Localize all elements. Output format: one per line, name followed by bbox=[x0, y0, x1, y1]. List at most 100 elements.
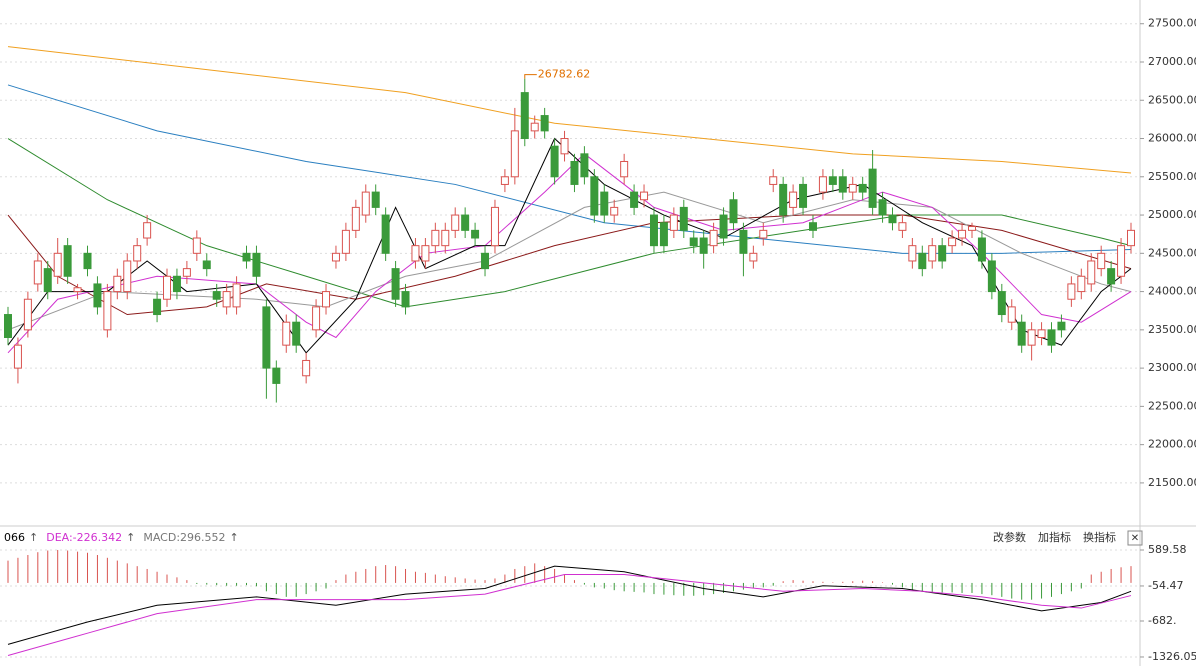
y-tick-label: 22000.00 bbox=[1148, 438, 1196, 451]
candle-body bbox=[649, 214, 658, 247]
candle-body bbox=[1067, 283, 1076, 300]
candle-body bbox=[153, 298, 162, 316]
candle-body bbox=[888, 214, 897, 224]
candle-body bbox=[232, 283, 241, 308]
candle-body bbox=[828, 176, 837, 185]
candle-body bbox=[113, 275, 122, 293]
candle-body bbox=[749, 252, 758, 262]
candle-body bbox=[43, 268, 52, 293]
candle-body bbox=[1057, 321, 1066, 331]
y-tick-label: 27500.00 bbox=[1148, 17, 1196, 30]
toolbar-button[interactable]: 加指标 bbox=[1038, 530, 1071, 544]
candle-body bbox=[93, 283, 102, 308]
candle-body bbox=[550, 145, 559, 178]
candle-body bbox=[133, 245, 142, 262]
y-tick-label: 22500.00 bbox=[1148, 399, 1196, 412]
candle-body bbox=[312, 306, 321, 331]
candle-body bbox=[4, 314, 12, 338]
close-button[interactable]: ✕ bbox=[1131, 533, 1139, 544]
candle-body bbox=[63, 245, 72, 277]
candle-body bbox=[401, 291, 410, 308]
candle-body bbox=[490, 206, 499, 247]
candle-body bbox=[580, 153, 589, 178]
candle-body bbox=[1027, 329, 1036, 346]
toolbar-button[interactable]: 改参数 bbox=[993, 530, 1026, 544]
candle-body bbox=[570, 160, 579, 185]
candle-body bbox=[1047, 329, 1056, 346]
candle-body bbox=[928, 245, 937, 262]
candle-body bbox=[769, 176, 778, 185]
candle-body bbox=[391, 268, 400, 300]
candle-body bbox=[172, 275, 181, 293]
candle-body bbox=[987, 260, 996, 293]
candle-body bbox=[1087, 260, 1096, 285]
toolbar-button[interactable]: 换指标 bbox=[1083, 530, 1116, 544]
candle-body bbox=[1127, 229, 1135, 247]
candle-body bbox=[818, 176, 827, 193]
candle-body bbox=[977, 237, 986, 262]
candle-body bbox=[620, 160, 629, 178]
candle-body bbox=[83, 252, 92, 270]
candle-body bbox=[292, 321, 301, 346]
candle-body bbox=[13, 344, 22, 369]
candle-body bbox=[53, 252, 62, 277]
candle-body bbox=[351, 206, 360, 231]
legend-arrow: ↑ bbox=[126, 531, 135, 544]
candle-body bbox=[699, 237, 708, 254]
ma-line bbox=[7, 574, 1132, 657]
candle-body bbox=[371, 191, 380, 208]
candle-body bbox=[331, 252, 340, 262]
candle-body bbox=[630, 191, 639, 208]
candle-body bbox=[669, 214, 678, 231]
legend-arrow: ↑ bbox=[29, 531, 38, 544]
candle-body bbox=[23, 298, 32, 331]
candle-body bbox=[679, 206, 688, 231]
candle-body bbox=[868, 168, 877, 208]
candle-body bbox=[222, 291, 231, 308]
y-tick-label: 25000.00 bbox=[1148, 208, 1196, 221]
candle-body bbox=[1117, 245, 1126, 277]
candle-body bbox=[689, 237, 698, 247]
candle-body bbox=[461, 214, 470, 231]
candle-body bbox=[202, 260, 211, 270]
candle-body bbox=[729, 199, 738, 224]
candle-body bbox=[262, 306, 271, 369]
candle-body bbox=[659, 222, 668, 247]
candle-body bbox=[530, 122, 539, 132]
candle-body bbox=[520, 92, 529, 140]
ma-line bbox=[7, 138, 1132, 308]
candle-body bbox=[282, 321, 291, 346]
legend-label: 066 bbox=[4, 531, 25, 544]
candle-body bbox=[640, 191, 649, 201]
candle-body bbox=[967, 226, 976, 231]
y-tick-label: 27000.00 bbox=[1148, 55, 1196, 68]
close-box[interactable] bbox=[1127, 530, 1143, 546]
candle-body bbox=[759, 229, 768, 239]
candle-body bbox=[560, 138, 569, 155]
y-tick-label: 21500.00 bbox=[1148, 476, 1196, 489]
y-tick-label: 24000.00 bbox=[1148, 285, 1196, 298]
legend-arrow: ↑ bbox=[230, 531, 239, 544]
candle-body bbox=[381, 214, 390, 254]
candle-body bbox=[302, 359, 311, 377]
candle-body bbox=[958, 229, 967, 239]
candle-body bbox=[1097, 252, 1106, 270]
candle-body bbox=[848, 183, 857, 193]
y-tick-label: 26500.00 bbox=[1148, 93, 1196, 106]
candle-body bbox=[858, 183, 867, 193]
candle-body bbox=[192, 237, 201, 254]
candle-body bbox=[143, 222, 152, 239]
candle-body bbox=[1007, 306, 1016, 323]
candle-body bbox=[997, 291, 1006, 316]
candle-body bbox=[471, 229, 480, 239]
y-tick-label: 26000.00 bbox=[1148, 132, 1196, 145]
candle-body bbox=[1107, 268, 1116, 285]
candle-body bbox=[481, 252, 490, 270]
candle-body bbox=[431, 229, 440, 247]
candle-body bbox=[73, 287, 82, 293]
candle-body bbox=[938, 245, 947, 262]
y-tick-label: 25500.00 bbox=[1148, 170, 1196, 183]
candle-body bbox=[878, 199, 887, 216]
candle-body bbox=[610, 206, 619, 216]
